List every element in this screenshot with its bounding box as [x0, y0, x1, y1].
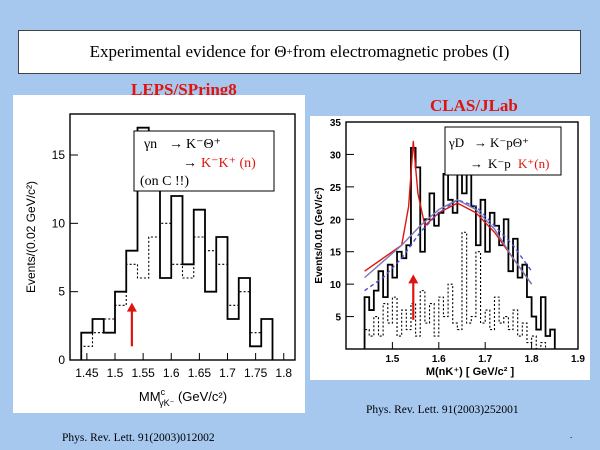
svg-text:→: →	[474, 135, 487, 150]
leps-y-tick-label: 10	[52, 216, 66, 230]
clas-series-background	[364, 231, 555, 350]
clas-panel: 1.5 1.6 1.7 1.8 1.9 5 10 15 20 25 30 35 Events/0.01 …	[310, 116, 590, 380]
title-prefix: Experimental evidence for	[89, 42, 270, 61]
leps-legend-line3: (on C !!)	[140, 174, 189, 189]
leps-x-tick-label: 1.6	[163, 366, 180, 380]
leps-panel: 1.45 1.5 1.55 1.6 1.65 1.7 1.75 1.8 0 5 10 15 Events…	[13, 95, 305, 413]
clas-x-tick-label: 1.6	[432, 354, 446, 365]
clas-legend-line2-red: K⁺(n)	[518, 156, 549, 171]
clas-y-axis-label: Events/0.01 (GeV/c²)	[314, 187, 325, 283]
clas-x-tick-label: 1.7	[478, 354, 492, 365]
leps-x-tick-label: 1.5	[107, 366, 124, 380]
leps-y-tick-label: 5	[58, 285, 65, 299]
clas-y-tick-label: 5	[335, 313, 341, 324]
leps-plot-frame	[69, 113, 296, 361]
clas-y-tick-label: 10	[330, 280, 342, 291]
leps-x-tick-label: 1.65	[188, 366, 212, 380]
leps-x-tick-label: 1.45	[75, 366, 99, 380]
leps-series-signal	[80, 126, 274, 360]
svg-text:→: →	[183, 156, 197, 171]
svg-text:γn: γn	[143, 137, 157, 152]
title-suffix: from electromagnetic probes (I)	[292, 42, 510, 61]
clas-plot-frame	[345, 121, 579, 350]
clas-legend-line2-black: K⁻p	[488, 156, 511, 171]
leps-legend-line1-lhs: γn	[143, 137, 157, 152]
leps-series-background	[80, 222, 274, 360]
title-sup: +	[286, 46, 293, 58]
leps-reference: Phys. Rev. Lett. 91(2003)012002	[62, 432, 215, 444]
footer-mark: .	[570, 430, 573, 440]
leps-histogram: 1.45 1.5 1.55 1.6 1.65 1.7 1.75 1.8 0 5 10 15 Events…	[24, 113, 296, 408]
clas-peak-arrow-head	[408, 274, 419, 284]
clas-y-tick-label: 25	[330, 183, 342, 194]
leps-x-tick-label: 1.7	[219, 366, 236, 380]
clas-x-tick-label: 1.5	[385, 354, 399, 365]
clas-reference: Phys. Rev. Lett. 91(2003)252001	[366, 404, 519, 416]
slide-title: Experimental evidence for Θ + from electr…	[18, 30, 581, 74]
clas-legend-line1-lhs: γD	[448, 135, 464, 150]
leps-x-axis-label: MMc γK⁻ (GeV/c²)	[139, 387, 227, 408]
clas-y-tick-label: 20	[330, 215, 342, 226]
clas-y-tick-label: 35	[330, 118, 342, 129]
leps-legend: γn → K⁻Θ⁺ → K⁻K⁺ (n) (on C !!)	[133, 130, 275, 192]
svg-text:→: →	[169, 137, 183, 152]
leps-legend-line2-rhs: K⁻K⁺ (n)	[201, 156, 256, 171]
clas-y-tick-label: 30	[330, 150, 342, 161]
svg-text:→: →	[470, 156, 483, 171]
leps-legend-line1-rhs: K⁻Θ⁺	[186, 137, 221, 152]
clas-x-axis-label: M(nK⁺) [ GeV/c² ]	[426, 366, 515, 378]
clas-x-tick-label: 1.8	[525, 354, 539, 365]
clas-y-tick-label: 15	[330, 248, 342, 259]
leps-y-axis-label: Events/(0.02 GeV/c²)	[24, 181, 38, 293]
clas-series-signal	[363, 147, 556, 349]
clas-legend-line1-rhs: K⁻pΘ⁺	[490, 135, 529, 150]
clas-legend: γD → K⁻pΘ⁺ → K⁻p K⁺(n)	[444, 126, 562, 176]
title-symbol: Θ	[274, 42, 287, 61]
leps-x-tick-label: 1.8	[275, 366, 292, 380]
leps-y-tick-label: 0	[58, 353, 65, 367]
clas-x-tick-label: 1.9	[571, 354, 585, 365]
leps-lab-label: LEPS/SPring8	[131, 80, 237, 99]
clas-lab-label: CLAS/JLab	[430, 96, 518, 115]
clas-fit-curve-2	[364, 199, 533, 285]
leps-y-tick-label: 15	[52, 148, 66, 162]
leps-x-tick-label: 1.75	[244, 366, 268, 380]
leps-x-tick-label: 1.55	[131, 366, 155, 380]
clas-histogram: 1.5 1.6 1.7 1.8 1.9 5 10 15 20 25 30 35 Events/0.01 …	[314, 118, 585, 378]
leps-peak-arrow-head	[126, 302, 137, 312]
clas-fit-curve-1	[364, 199, 533, 292]
